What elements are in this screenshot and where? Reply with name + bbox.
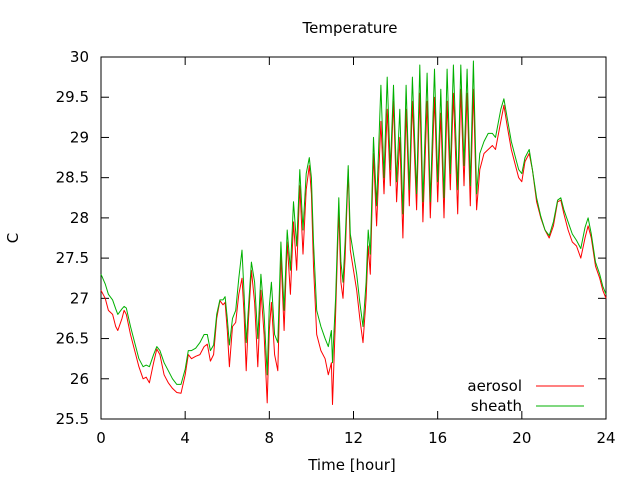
y-tick-label: 28 — [70, 209, 89, 227]
y-tick-label: 28.5 — [56, 169, 89, 187]
x-tick-label: 24 — [596, 429, 615, 447]
legend-label-aerosol: aerosol — [467, 377, 522, 395]
plot-frame — [100, 56, 607, 420]
x-tick-label: 20 — [512, 429, 531, 447]
series-line-sheath — [100, 60, 607, 385]
x-tick-label: 16 — [428, 429, 447, 447]
axis-ticks: 0 4 8 12 16 20 24 25.5 26 26.5 27 27.5 28 28.5 29 29.5 3… — [56, 48, 616, 447]
y-tick-label: 29.5 — [56, 88, 89, 106]
y-axis-label: C — [4, 233, 22, 243]
y-tick-label: 27 — [70, 289, 89, 307]
y-tick-label: 26.5 — [56, 330, 89, 348]
y-tick-label: 30 — [70, 48, 89, 66]
legend: aerosol sheath — [467, 377, 584, 415]
x-tick-label: 4 — [180, 429, 190, 447]
legend-label-sheath: sheath — [471, 397, 522, 415]
x-tick-label: 0 — [96, 429, 106, 447]
series-line-aerosol — [100, 88, 607, 405]
x-tick-label: 12 — [344, 429, 363, 447]
x-axis-label: Time [hour] — [307, 456, 396, 474]
x-tick-label: 8 — [265, 429, 275, 447]
y-tick-label: 29 — [70, 128, 89, 146]
y-tick-label: 26 — [70, 370, 89, 388]
y-tick-label: 25.5 — [56, 410, 89, 428]
y-tick-label: 27.5 — [56, 249, 89, 267]
chart-title: Temperature — [301, 19, 397, 37]
series-lines — [100, 60, 607, 405]
